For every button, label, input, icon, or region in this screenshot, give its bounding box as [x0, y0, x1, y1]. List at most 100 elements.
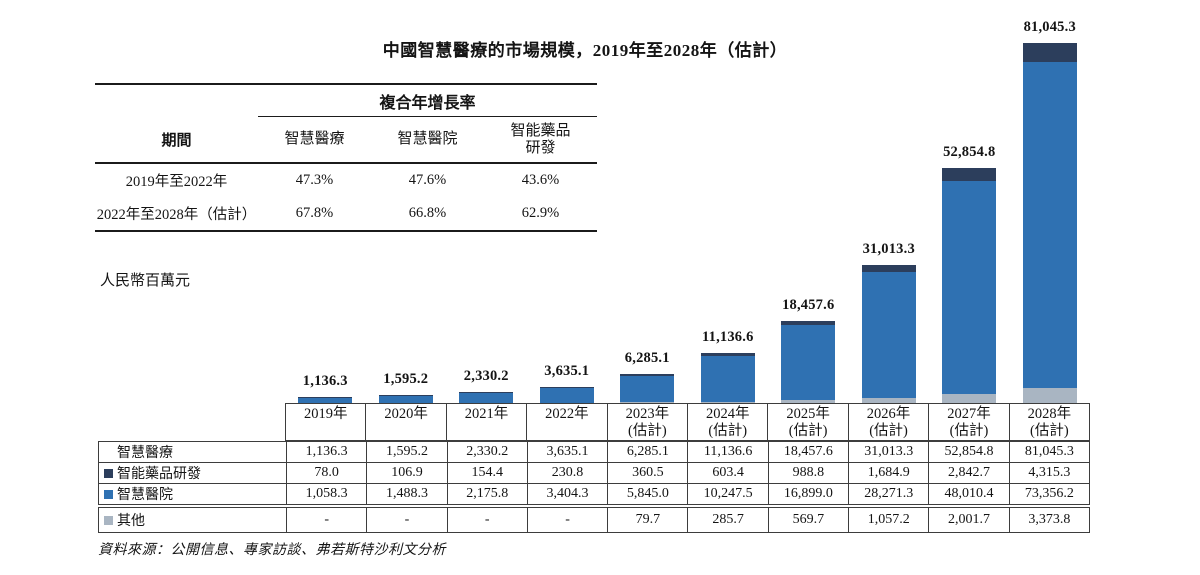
x-axis: 2019年 2020年 2021年 2022年 2023年 (估計) 2024年 (估計) 20…	[285, 403, 1090, 441]
bar-segment-smart-hospital	[620, 376, 675, 402]
cagr-value-cell: 47.6%	[408, 172, 447, 188]
value-cell: -	[286, 508, 366, 532]
cagr-column-header: 智慧醫院	[397, 131, 458, 147]
x-axis-label: 2022年	[526, 404, 606, 440]
x-axis-year: 2022年	[545, 406, 589, 422]
value-cell: 4,315.3	[1008, 463, 1089, 483]
value-cell: 2,001.7	[928, 508, 1008, 532]
x-axis-label: 2021年	[445, 404, 526, 440]
bar-segment-smart-drug-rd	[298, 397, 353, 398]
bar-total-label: 81,045.3	[1023, 19, 1076, 35]
value-cell: 1,684.9	[848, 463, 928, 483]
bar-segment-smart-drug-rd	[781, 321, 836, 325]
value-cell: 154.4	[446, 463, 527, 483]
legend-swatch-icon	[104, 448, 113, 457]
x-axis-year: 2021年	[464, 406, 509, 422]
x-axis-year: 2028年	[1027, 406, 1072, 422]
x-axis-year: 2026年	[866, 406, 911, 422]
value-cell: 18,457.6	[767, 442, 848, 462]
x-axis-year: 2020年	[384, 406, 428, 422]
value-cell: 31,013.3	[848, 442, 928, 462]
value-cell: 10,247.5	[687, 484, 767, 504]
row-label: 智慧醫院	[117, 488, 173, 503]
data-table-other: 其他 - - - -79.7 285.7 569.7 1,057.2 2,001.7 3,373.…	[98, 507, 1090, 533]
bar-segment-smart-hospital	[942, 181, 997, 394]
value-cell: 3,404.3	[526, 484, 607, 504]
cagr-period-cell: 2022年至2028年（估計）	[96, 207, 257, 223]
value-cell: 52,854.8	[928, 442, 1008, 462]
value-cell: 16,899.0	[767, 484, 848, 504]
value-cell: 106.9	[366, 463, 446, 483]
cagr-column-header: 智能藥品 研發	[510, 122, 571, 156]
value-cell: 1,488.3	[366, 484, 446, 504]
x-axis-label: 2023年 (估計)	[606, 404, 687, 440]
bar-segment-smart-drug-rd	[861, 265, 916, 272]
bar-total-label: 2,330.2	[463, 368, 509, 384]
cagr-value-cell: 47.3%	[295, 172, 334, 188]
value-cell: 78.0	[286, 463, 366, 483]
bar-segment-other	[781, 400, 836, 403]
value-cell: 3,635.1	[526, 442, 607, 462]
x-axis-label: 2025年 (估計)	[767, 404, 847, 440]
table-row: 智慧醫院 1,058.3 1,488.3 2,175.8 3,404.3 5,845.0 1…	[99, 483, 1089, 504]
value-cell: 5,845.0	[607, 484, 687, 504]
cagr-header-label: 複合年增長率	[258, 85, 597, 117]
bar-segment-smart-hospital	[861, 272, 916, 398]
bar-total-label: 18,457.6	[782, 297, 835, 313]
cagr-period-cell: 2019年至2022年	[125, 174, 228, 190]
x-axis-estimate-note: (估計)	[869, 422, 908, 439]
value-cell: 48,010.4	[928, 484, 1008, 504]
value-cell: 1,595.2	[366, 442, 446, 462]
value-cell: 81,045.3	[1008, 442, 1089, 462]
data-table-main: 智慧醫療 1,136.3 1,595.2 2,330.2 3,635.1 6,285.1 1…	[98, 441, 1090, 505]
cagr-rows: 2019年至2022年 47.3% 47.6% 43.6% 2022年至2028年（估計…	[95, 164, 597, 230]
value-cell: 1,136.3	[286, 442, 366, 462]
x-axis-label: 2019年	[286, 404, 365, 440]
bar-total-label: 3,635.1	[544, 363, 590, 379]
bar-segment-smart-hospital	[298, 398, 353, 403]
value-cell: -	[446, 508, 527, 532]
value-cell: 2,330.2	[446, 442, 527, 462]
table-row: 智慧醫療 1,136.3 1,595.2 2,330.2 3,635.1 6,285.1 1…	[99, 442, 1089, 462]
cagr-row: 2019年至2022年 47.3% 47.6% 43.6%	[95, 164, 597, 197]
bar-total-label: 1,595.2	[383, 371, 429, 387]
x-axis-year: 2023年	[625, 406, 670, 422]
bar-segment-other	[620, 402, 675, 403]
bar-segment-other	[1022, 388, 1077, 403]
bar-segment-smart-hospital	[539, 388, 594, 403]
cagr-value-cell: 67.8%	[295, 205, 334, 221]
bar-segment-smart-drug-rd	[942, 168, 997, 181]
bar-segment-smart-hospital	[459, 393, 514, 403]
cagr-columns-row: 期間 智慧醫療 智慧醫院 智能藥品 研發	[95, 117, 597, 164]
bar-segment-smart-drug-rd	[459, 392, 514, 393]
bar-segment-other	[861, 398, 916, 403]
bar-segment-smart-hospital	[781, 325, 836, 400]
row-label: 智慧醫療	[117, 446, 173, 461]
x-axis-estimate-note: (估計)	[627, 422, 667, 439]
x-axis-estimate-note: (估計)	[788, 422, 828, 439]
legend-swatch-icon	[104, 489, 113, 499]
value-cell: 1,057.2	[848, 508, 928, 532]
x-axis-estimate-note: (估計)	[708, 422, 748, 439]
table-row: 智能藥品研發 78.0 106.9 154.4 230.8 360.5 603.4 988.8…	[99, 462, 1089, 483]
currency-unit-label: 人民幣百萬元	[100, 273, 191, 289]
x-axis-label: 2024年 (估計)	[687, 404, 767, 440]
x-axis-label: 2028年 (估計)	[1008, 404, 1089, 440]
bar-segment-smart-hospital	[378, 396, 433, 403]
legend-swatch-icon	[104, 468, 113, 478]
bar-total-label: 11,136.6	[701, 329, 754, 345]
cagr-header-row: 複合年增長率	[95, 85, 597, 117]
cagr-table: 複合年增長率 期間 智慧醫療 智慧醫院 智能藥品 研發 2019年至2022年 47.…	[95, 83, 597, 232]
value-cell: 28,271.3	[848, 484, 928, 504]
cagr-row: 2022年至2028年（估計） 67.8% 66.8% 62.9%	[95, 197, 597, 230]
x-axis-year: 2027年	[947, 406, 991, 422]
bar-total-label: 1,136.3	[302, 373, 348, 389]
bar-segment-smart-drug-rd	[378, 395, 433, 396]
x-axis-year: 2019年	[303, 406, 348, 422]
value-cell: 11,136.6	[687, 442, 767, 462]
source-note: 資料來源：公開信息、專家訪談、弗若斯特沙利文分析	[98, 543, 446, 558]
table-row: 其他 - - - -79.7 285.7 569.7 1,057.2 2,001.7 3,373.…	[99, 508, 1089, 532]
value-cell: 2,175.8	[446, 484, 527, 504]
